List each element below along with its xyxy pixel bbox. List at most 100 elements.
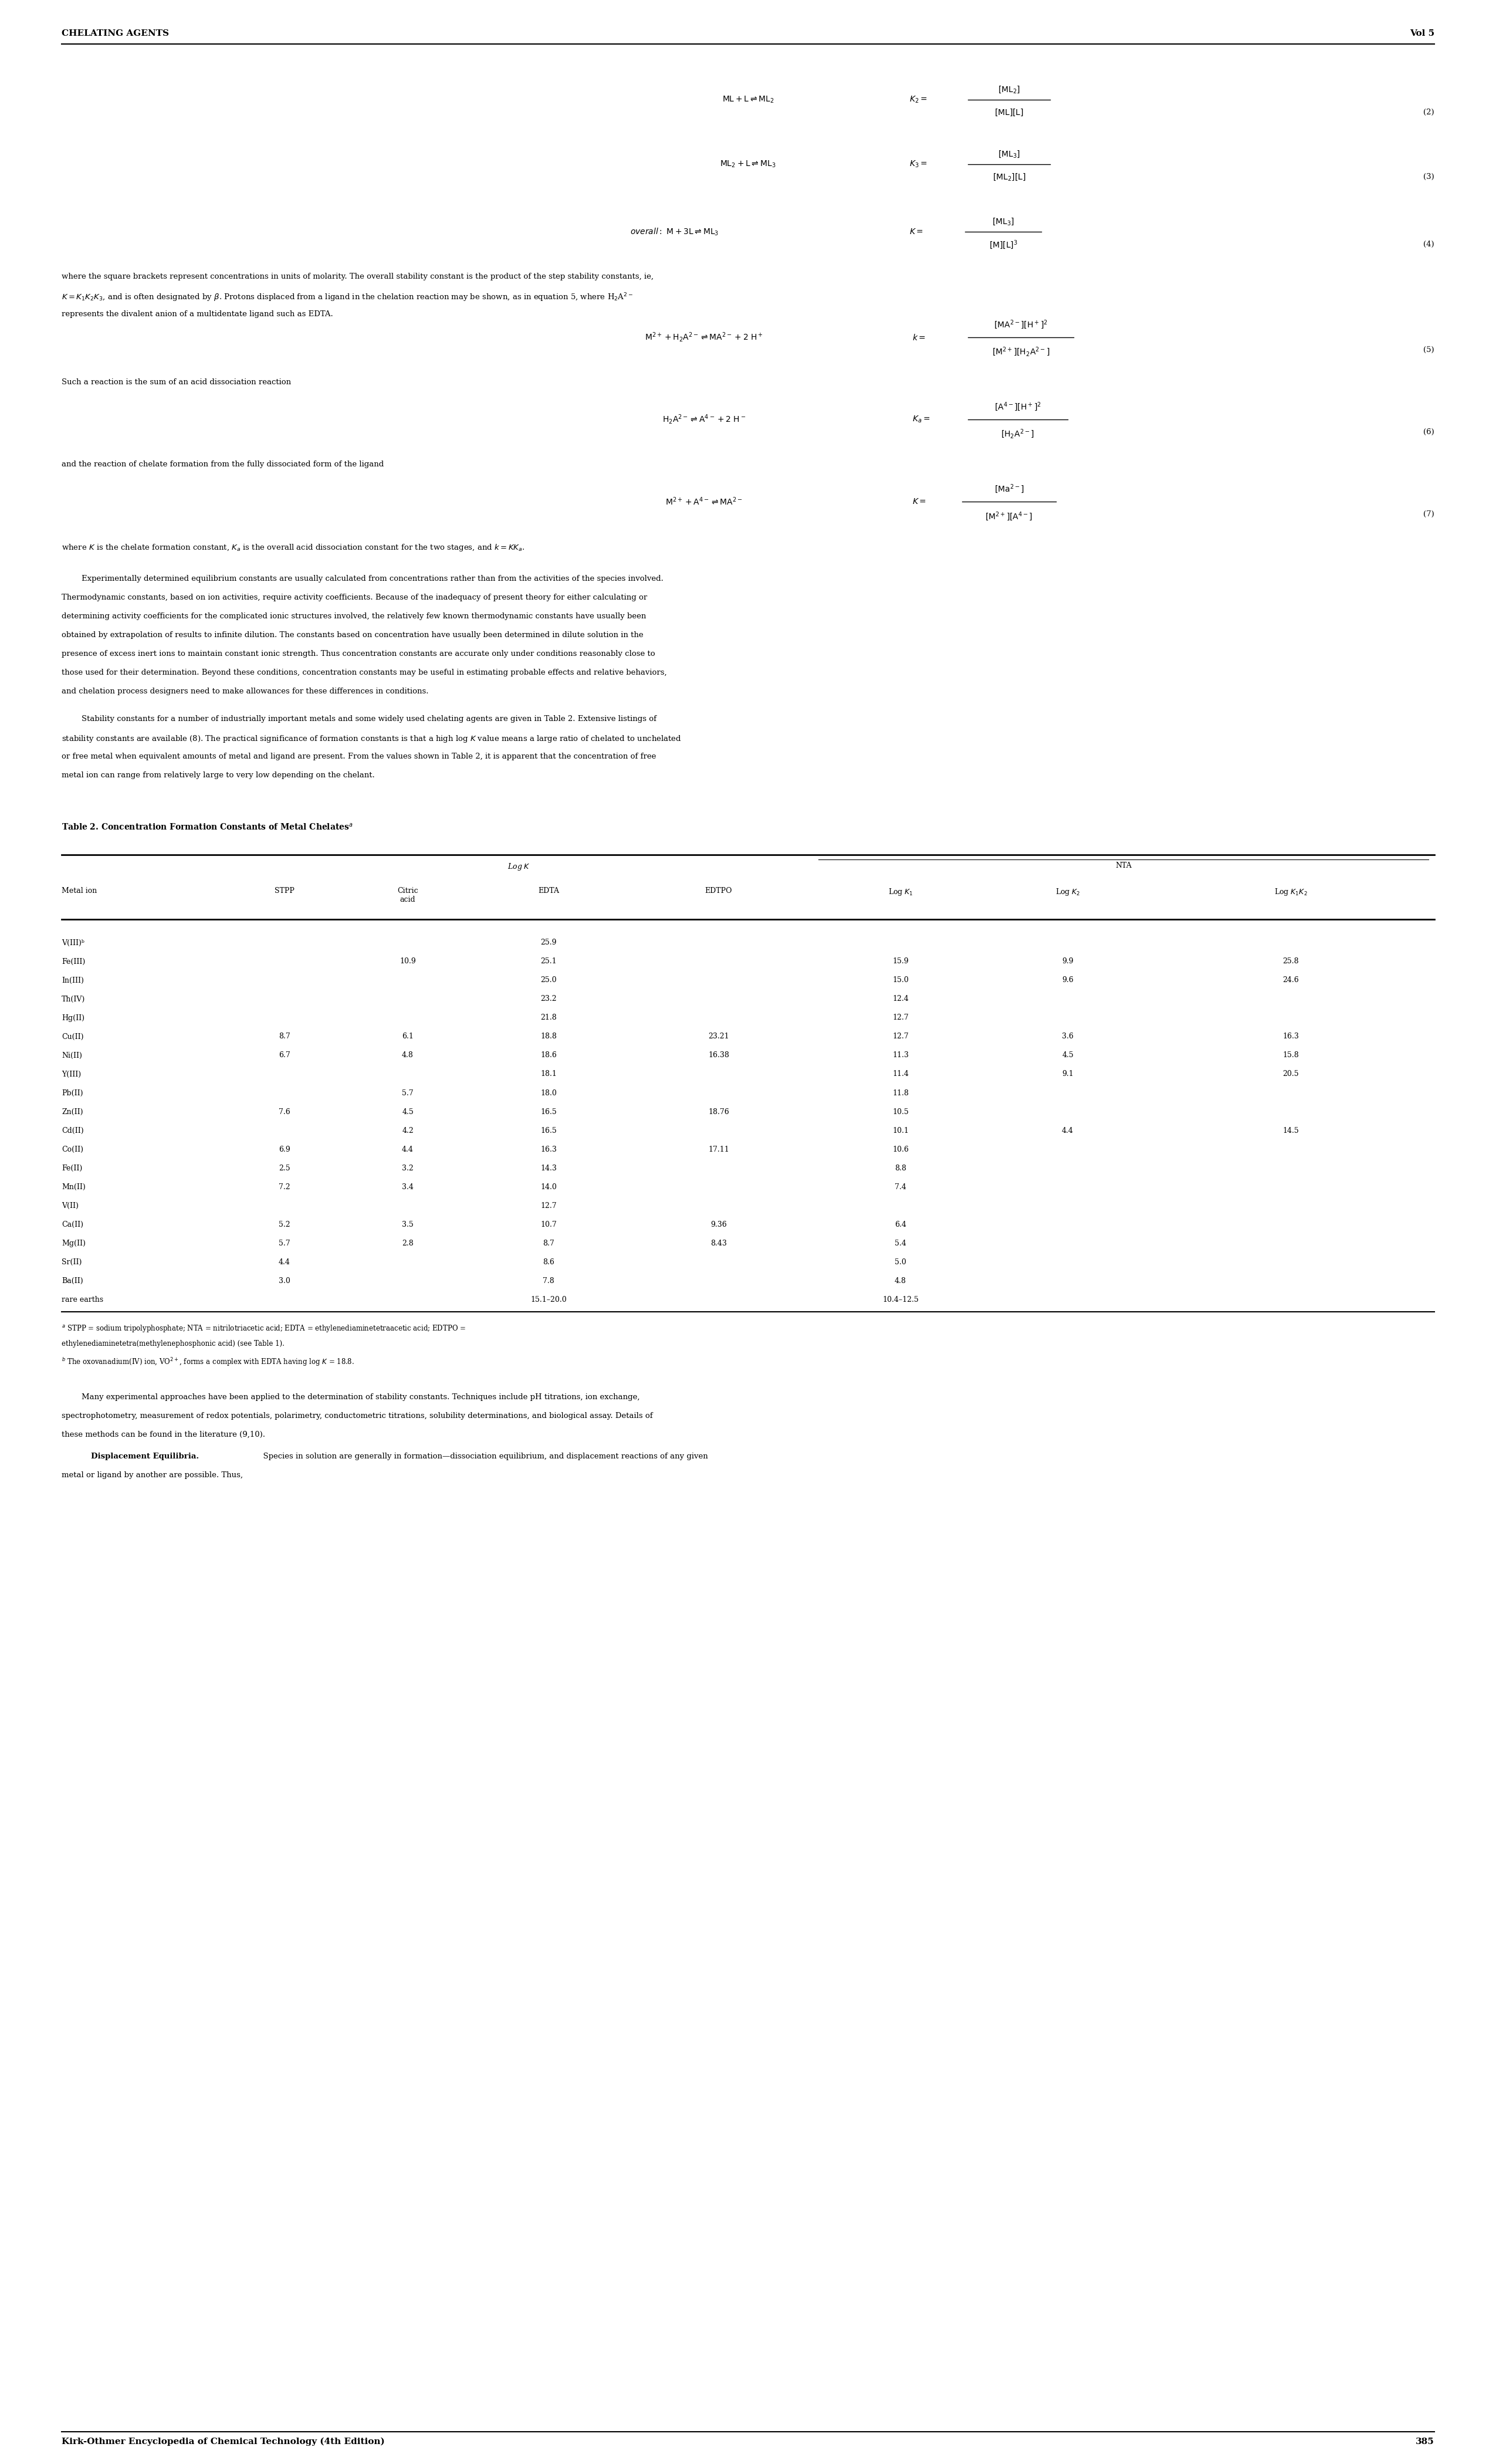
Text: 12.7: 12.7 <box>893 1032 908 1040</box>
Text: 6.7: 6.7 <box>278 1052 290 1060</box>
Text: $[\mathrm{H_2A^{2-}}]$: $[\mathrm{H_2A^{2-}}]$ <box>1001 429 1035 441</box>
Text: 18.6: 18.6 <box>540 1052 557 1060</box>
Text: $^b$ The oxovanadium(IV) ion, VO$^{2+}$, forms a complex with EDTA having log $K: $^b$ The oxovanadium(IV) ion, VO$^{2+}$,… <box>61 1355 355 1368</box>
Text: $K = K_1 K_2 K_3$, and is often designated by $\beta$. Protons displaced from a : $K = K_1 K_2 K_3$, and is often designat… <box>61 291 633 303</box>
Text: 4.5: 4.5 <box>402 1109 413 1116</box>
Text: 25.1: 25.1 <box>540 958 557 966</box>
Text: Kirk-Othmer Encyclopedia of Chemical Technology (4th Edition): Kirk-Othmer Encyclopedia of Chemical Tec… <box>61 2437 384 2447</box>
Text: $[\mathrm{A^{4-}}][\mathrm{H^+}]^2$: $[\mathrm{A^{4-}}][\mathrm{H^+}]^2$ <box>995 402 1041 411</box>
Text: obtained by extrapolation of results to infinite dilution. The constants based o: obtained by extrapolation of results to … <box>61 631 643 638</box>
Text: Species in solution are generally in formation—dissociation equilibrium, and dis: Species in solution are generally in for… <box>259 1454 708 1461</box>
Text: $K_a = $: $K_a = $ <box>913 414 931 424</box>
Text: 16.3: 16.3 <box>540 1146 557 1153</box>
Text: $^a$ STPP = sodium tripolyphosphate; NTA = nitrilotriacetic acid; EDTA = ethylen: $^a$ STPP = sodium tripolyphosphate; NTA… <box>61 1323 465 1333</box>
Text: EDTA: EDTA <box>539 887 560 894</box>
Text: $\mathrm{H_2A^{2-} \rightleftharpoons A^{4-} + 2\ H^-}$: $\mathrm{H_2A^{2-} \rightleftharpoons A^… <box>663 414 747 426</box>
Text: 5.0: 5.0 <box>895 1259 907 1266</box>
Text: 15.9: 15.9 <box>893 958 908 966</box>
Text: Th(IV): Th(IV) <box>61 995 85 1003</box>
Text: 11.4: 11.4 <box>892 1069 908 1079</box>
Text: $[\mathrm{ML_2}]$: $[\mathrm{ML_2}]$ <box>998 84 1020 94</box>
Text: 4.8: 4.8 <box>402 1052 413 1060</box>
Text: (3): (3) <box>1423 172 1435 180</box>
Text: 18.76: 18.76 <box>708 1109 729 1116</box>
Text: $[\mathrm{ML_3}]$: $[\mathrm{ML_3}]$ <box>998 150 1020 160</box>
Text: Citric
acid: Citric acid <box>398 887 419 904</box>
Text: $K_2 = $: $K_2 = $ <box>910 96 928 103</box>
Text: 9.1: 9.1 <box>1062 1069 1074 1079</box>
Text: 7.6: 7.6 <box>278 1109 290 1116</box>
Text: STPP: STPP <box>275 887 295 894</box>
Text: 385: 385 <box>1415 2437 1435 2447</box>
Text: Sr(II): Sr(II) <box>61 1259 82 1266</box>
Text: $\mathrm{M^{2+} + A^{4-} \rightleftharpoons MA^{2-}}$: $\mathrm{M^{2+} + A^{4-} \rightleftharpo… <box>666 495 742 508</box>
Text: 10.5: 10.5 <box>893 1109 908 1116</box>
Text: metal or ligand by another are possible. Thus,: metal or ligand by another are possible.… <box>61 1471 242 1478</box>
Text: Ba(II): Ba(II) <box>61 1276 84 1284</box>
Text: $\mathrm{ML + L \rightleftharpoons ML_2}$: $\mathrm{ML + L \rightleftharpoons ML_2}… <box>723 96 773 103</box>
Text: represents the divalent anion of a multidentate ligand such as EDTA.: represents the divalent anion of a multi… <box>61 310 334 318</box>
Text: 16.3: 16.3 <box>1282 1032 1299 1040</box>
Text: where the square brackets represent concentrations in units of molarity. The ove: where the square brackets represent conc… <box>61 274 654 281</box>
Text: V(II): V(II) <box>61 1202 78 1210</box>
Text: 4.4: 4.4 <box>278 1259 290 1266</box>
Text: 9.36: 9.36 <box>711 1220 727 1227</box>
Text: $[\mathrm{MA^{2-}}][\mathrm{H^+}]^2$: $[\mathrm{MA^{2-}}][\mathrm{H^+}]^2$ <box>993 318 1047 330</box>
Text: EDTPO: EDTPO <box>705 887 733 894</box>
Text: Y(III): Y(III) <box>61 1069 81 1079</box>
Text: where $K$ is the chelate formation constant, $K_a$ is the overall acid dissociat: where $K$ is the chelate formation const… <box>61 542 525 552</box>
Text: 25.0: 25.0 <box>540 976 557 983</box>
Text: 17.11: 17.11 <box>708 1146 729 1153</box>
Text: presence of excess inert ions to maintain constant ionic strength. Thus concentr: presence of excess inert ions to maintai… <box>61 650 655 658</box>
Text: (2): (2) <box>1424 108 1435 116</box>
Text: 5.2: 5.2 <box>278 1220 290 1227</box>
Text: 16.5: 16.5 <box>540 1126 557 1133</box>
Text: stability constants are available (8). The practical significance of formation c: stability constants are available (8). T… <box>61 734 682 744</box>
Text: 14.3: 14.3 <box>540 1165 557 1173</box>
Text: (6): (6) <box>1423 429 1435 436</box>
Text: ethylenediaminetetra(methylenephosphonic acid) (see Table 1).: ethylenediaminetetra(methylenephosphonic… <box>61 1340 284 1348</box>
Text: 16.38: 16.38 <box>708 1052 729 1060</box>
Text: Experimentally determined equilibrium constants are usually calculated from conc: Experimentally determined equilibrium co… <box>61 574 663 582</box>
Text: 8.6: 8.6 <box>543 1259 555 1266</box>
Text: Mg(II): Mg(II) <box>61 1239 85 1247</box>
Text: (7): (7) <box>1423 510 1435 517</box>
Text: 25.9: 25.9 <box>540 939 557 946</box>
Text: 18.8: 18.8 <box>540 1032 557 1040</box>
Text: $[\mathrm{M^{2+}}][\mathrm{A^{4-}}]$: $[\mathrm{M^{2+}}][\mathrm{A^{4-}}]$ <box>986 510 1032 522</box>
Text: 21.8: 21.8 <box>540 1015 557 1023</box>
Text: Mn(II): Mn(II) <box>61 1183 85 1190</box>
Text: 16.5: 16.5 <box>540 1109 557 1116</box>
Text: and the reaction of chelate formation from the fully dissociated form of the lig: and the reaction of chelate formation fr… <box>61 461 384 468</box>
Text: 6.9: 6.9 <box>278 1146 290 1153</box>
Text: Fe(II): Fe(II) <box>61 1165 82 1173</box>
Text: 15.0: 15.0 <box>893 976 908 983</box>
Text: 20.5: 20.5 <box>1282 1069 1299 1079</box>
Text: 18.0: 18.0 <box>540 1089 557 1096</box>
Text: $[\mathrm{M^{2+}}][\mathrm{H_2A^{2-}}]$: $[\mathrm{M^{2+}}][\mathrm{H_2A^{2-}}]$ <box>992 345 1050 357</box>
Text: 6.1: 6.1 <box>402 1032 413 1040</box>
Text: 7.2: 7.2 <box>278 1183 290 1190</box>
Text: $k = $: $k = $ <box>913 333 926 342</box>
Text: Hg(II): Hg(II) <box>61 1015 84 1023</box>
Text: metal ion can range from relatively large to very low depending on the chelant.: metal ion can range from relatively larg… <box>61 771 374 779</box>
Text: spectrophotometry, measurement of redox potentials, polarimetry, conductometric : spectrophotometry, measurement of redox … <box>61 1412 652 1419</box>
Text: 9.6: 9.6 <box>1062 976 1074 983</box>
Text: 24.6: 24.6 <box>1282 976 1299 983</box>
Text: 4.8: 4.8 <box>895 1276 907 1284</box>
Text: 5.4: 5.4 <box>895 1239 907 1247</box>
Text: 2.8: 2.8 <box>402 1239 413 1247</box>
Text: (5): (5) <box>1424 345 1435 355</box>
Text: $[\mathrm{M}][\mathrm{L}]^3$: $[\mathrm{M}][\mathrm{L}]^3$ <box>989 239 1017 251</box>
Text: V(III)ᵇ: V(III)ᵇ <box>61 939 84 946</box>
Text: 2.5: 2.5 <box>278 1165 290 1173</box>
Text: Stability constants for a number of industrially important metals and some widel: Stability constants for a number of indu… <box>61 715 657 722</box>
Text: 4.4: 4.4 <box>1062 1126 1074 1133</box>
Text: these methods can be found in the literature (9,10).: these methods can be found in the litera… <box>61 1432 265 1439</box>
Text: 6.4: 6.4 <box>895 1220 907 1227</box>
Text: 23.21: 23.21 <box>708 1032 729 1040</box>
Text: Metal ion: Metal ion <box>61 887 97 894</box>
Text: 9.9: 9.9 <box>1062 958 1074 966</box>
Text: 3.5: 3.5 <box>402 1220 413 1227</box>
Text: 11.3: 11.3 <box>892 1052 908 1060</box>
